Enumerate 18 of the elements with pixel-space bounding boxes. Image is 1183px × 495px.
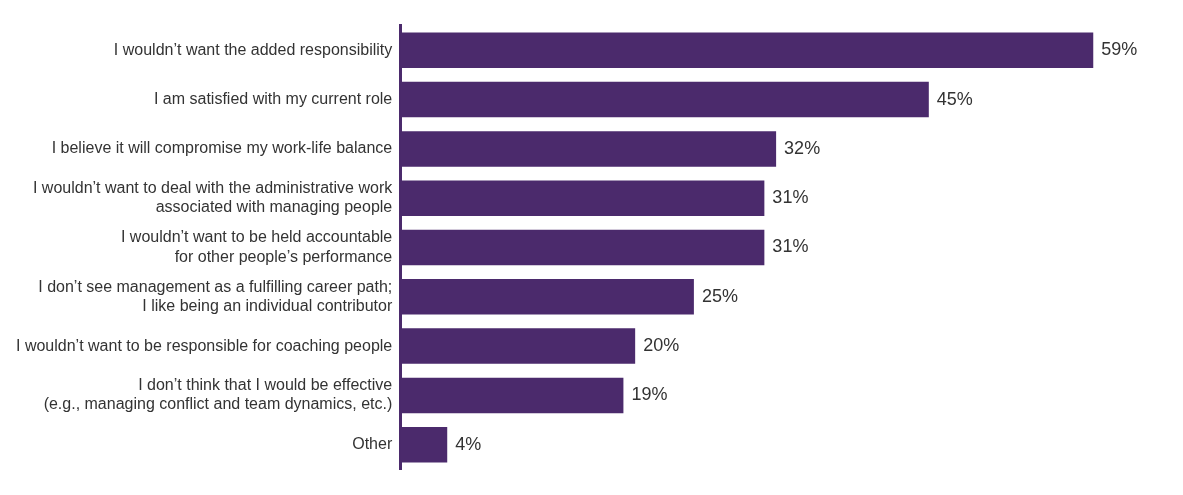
y-tick-label: I don’t think that I would be effective (e.g., managing conflict and team dynamics, etc.): [43, 376, 393, 413]
y-tick-label: I wouldn’t want to be responsible for coaching people: [15, 336, 393, 354]
y-tick-label: Other: [352, 435, 393, 453]
data-label: 4%: [455, 433, 482, 454]
data-label: 32%: [784, 137, 821, 158]
y-tick-label: I wouldn’t want to be held accountable for other people’s performance: [120, 228, 393, 265]
data-label: 20%: [643, 335, 680, 356]
data-label: 45%: [936, 88, 973, 109]
data-label: 25%: [701, 285, 738, 306]
data-label: 31%: [772, 236, 809, 257]
y-tick-label: I am satisfied with my current role: [153, 89, 393, 107]
y-tick-label: I wouldn’t want to deal with the administrative work associated with managing people: [32, 179, 394, 216]
y-tick-label: I believe it will compromise my work-life balance: [51, 139, 393, 157]
data-label: 31%: [772, 187, 809, 208]
data-label: 19%: [631, 384, 668, 405]
y-tick-label: I wouldn’t want the added responsibility: [113, 40, 393, 58]
y-tick-label: I don’t see management as a fulfilling career path; I like being an individual contributor: [38, 277, 393, 314]
data-label: 59%: [1101, 39, 1138, 60]
